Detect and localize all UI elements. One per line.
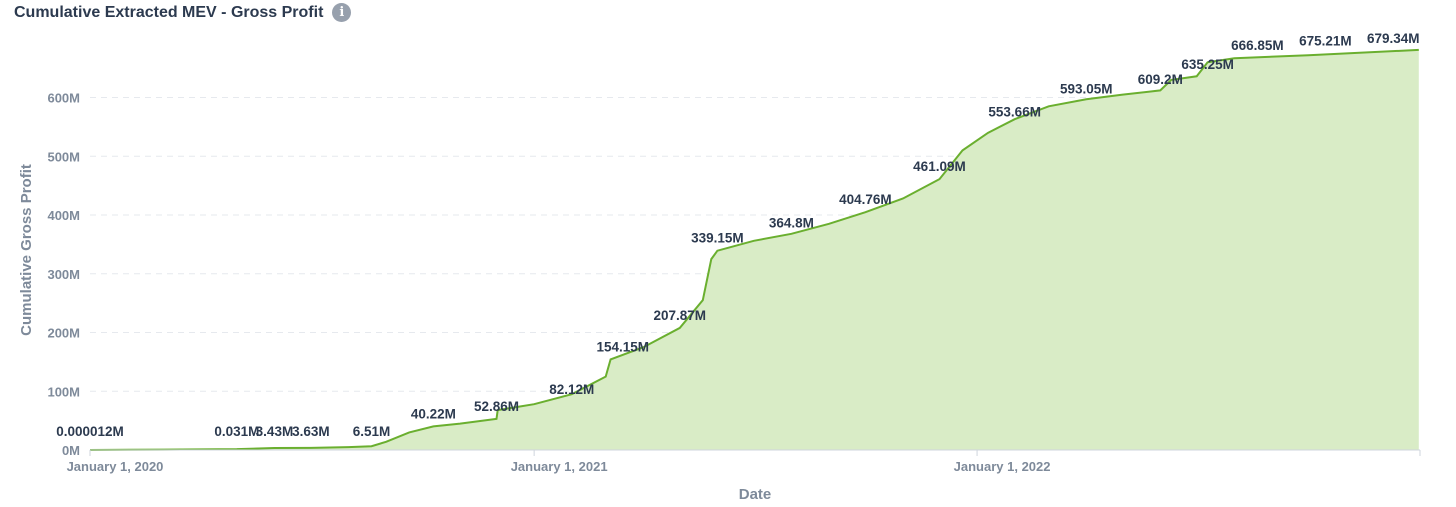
y-tick-label: 100M [47, 384, 80, 399]
data-label: 40.22M [411, 406, 456, 421]
x-tick-label: January 1, 2020 [67, 459, 164, 474]
data-label: 553.66M [988, 105, 1041, 120]
data-label: 154.15M [596, 339, 649, 354]
data-label: 404.76M [839, 192, 892, 207]
y-axis-title: Cumulative Gross Profit [18, 164, 35, 336]
data-label: 0.031M [214, 424, 259, 439]
data-label: 3.63M [292, 424, 330, 439]
y-tick-label: 400M [47, 208, 80, 223]
data-label: 0.000012M [56, 424, 124, 439]
data-label: 207.87M [653, 308, 706, 323]
data-label: 666.85M [1231, 38, 1284, 53]
info-icon[interactable]: i [332, 3, 352, 22]
y-tick-label: 0M [62, 443, 80, 458]
x-tick-label: January 1, 2021 [511, 459, 608, 474]
data-label: 339.15M [691, 231, 744, 246]
data-label: 675.21M [1299, 33, 1352, 48]
x-axis-ticks: January 1, 2020 January 1, 2021 January 1,… [67, 450, 1421, 474]
data-label: 635.25M [1181, 57, 1234, 72]
data-label: 364.8M [769, 216, 814, 231]
y-tick-label: 200M [47, 326, 80, 341]
series-area-fill [90, 49, 1419, 451]
x-tick-label: January 1, 2022 [954, 459, 1051, 474]
y-tick-label: 300M [47, 267, 80, 282]
chart-title: Cumulative Extracted MEV - Gross Profit [14, 3, 324, 21]
data-label: 82.12M [549, 382, 594, 397]
data-label: 3.43M [256, 424, 294, 439]
y-axis-ticks: 0M 100M 200M 300M 400M 500M 600M [47, 91, 80, 459]
data-label: 52.86M [474, 399, 519, 414]
title-row: Cumulative Extracted MEV - Gross Profit … [14, 3, 352, 22]
data-label: 679.34M [1367, 31, 1420, 46]
y-tick-label: 600M [47, 91, 80, 106]
data-label: 461.09M [913, 159, 966, 174]
series-line [89, 48, 1419, 451]
y-tick-label: 500M [47, 149, 80, 164]
data-label: 609.2M [1138, 72, 1183, 87]
data-label: 593.05M [1060, 82, 1113, 97]
data-label: 6.51M [353, 424, 391, 439]
x-axis-title: Date [739, 486, 772, 503]
